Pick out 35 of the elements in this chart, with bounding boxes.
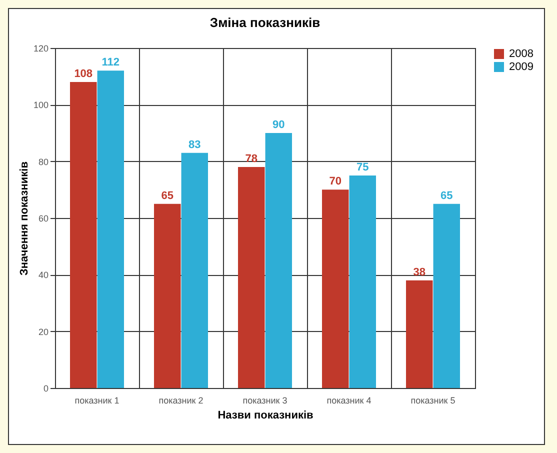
bar: [406, 280, 433, 388]
data-label: 70: [329, 176, 342, 188]
x-tick-label: показник 4: [326, 396, 372, 406]
x-tick-label: показник 1: [74, 396, 120, 406]
x-tick-label: показник 2: [158, 396, 204, 406]
y-axis-title: Значення показників: [18, 161, 30, 276]
bar: [349, 176, 376, 388]
x-tick-label: показник 3: [242, 396, 288, 406]
bar: [433, 204, 460, 388]
y-tick-label: 120: [33, 44, 48, 54]
y-tick-label: 40: [38, 270, 48, 280]
bar: [238, 167, 265, 388]
data-label: 75: [356, 162, 369, 174]
data-label: 90: [272, 119, 285, 131]
y-tick-label: 0: [43, 384, 48, 394]
bar: [265, 133, 292, 388]
data-label: 108: [74, 68, 93, 80]
bar: [154, 204, 181, 388]
bar: [97, 70, 124, 388]
data-label: 65: [440, 190, 453, 202]
legend-label: 2008: [509, 48, 534, 60]
y-tick-label: 80: [38, 156, 48, 167]
y-tick-label: 60: [38, 214, 48, 224]
bar: [322, 190, 349, 388]
data-label: 83: [188, 138, 201, 151]
x-tick-label: показник 5: [410, 396, 456, 406]
y-tick-label: 20: [38, 326, 48, 337]
x-axis-title: Назви показників: [218, 410, 314, 422]
y-tick-label: 100: [33, 100, 48, 110]
bar: [70, 82, 97, 388]
data-label: 65: [161, 190, 174, 202]
bar: [181, 152, 208, 388]
chart-title: Зміна показників: [210, 15, 320, 30]
legend-label: 2009: [509, 61, 534, 73]
data-label: 112: [102, 56, 120, 69]
